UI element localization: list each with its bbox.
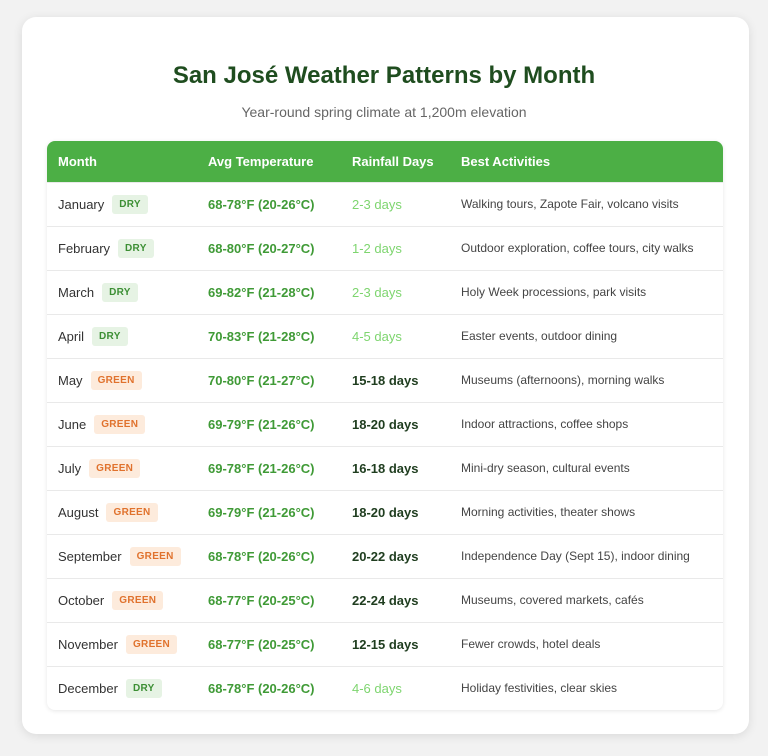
rainfall-days-cell: 18-20 days xyxy=(352,504,419,520)
header-best-activities: Best Activities xyxy=(461,153,551,169)
avg-temperature-cell: 68-78°F (20-26°C) xyxy=(208,680,315,696)
table-header: Month Avg Temperature Rainfall Days Best… xyxy=(47,141,723,182)
best-activities-cell: Independence Day (Sept 15), indoor dinin… xyxy=(461,549,690,563)
table-row: August GREEN 69-79°F (21-26°C) 18-20 days Mo… xyxy=(47,490,723,534)
rainfall-days-cell: 16-18 days xyxy=(352,460,419,476)
header-month: Month xyxy=(58,153,97,169)
rainfall-days-cell: 22-24 days xyxy=(352,592,419,608)
header-avg-temperature: Avg Temperature xyxy=(208,153,314,169)
best-activities-cell: Morning activities, theater shows xyxy=(461,505,636,519)
table-row: September GREEN 68-78°F (20-26°C) 20-22 day… xyxy=(47,534,723,578)
month-cell: June GREEN xyxy=(47,402,197,446)
best-activities-cell: Indoor attractions, coffee shops xyxy=(461,417,629,431)
page-title: San José Weather Patterns by Month xyxy=(172,62,596,89)
table-row: October GREEN 68-77°F (20-25°C) 22-24 days M… xyxy=(47,578,723,622)
month-cell: October GREEN xyxy=(47,578,197,622)
season-badge: GREEN xyxy=(90,370,142,390)
best-activities-cell: Easter events, outdoor dining xyxy=(461,329,618,343)
avg-temperature-cell: 69-79°F (21-26°C) xyxy=(208,416,315,432)
table-row: December DRY 68-78°F (20-26°C) 4-6 days Holi… xyxy=(47,666,723,710)
best-activities-cell: Museums (afternoons), morning walks xyxy=(461,373,665,387)
weather-table: Month Avg Temperature Rainfall Days Best… xyxy=(47,141,723,710)
month-name: February xyxy=(58,240,111,256)
month-name: March xyxy=(58,284,95,300)
month-cell: April DRY xyxy=(47,314,197,358)
table-body: January DRY 68-78°F (20-26°C) 2-3 days Walki… xyxy=(47,182,723,710)
month-cell: August GREEN xyxy=(47,490,197,534)
avg-temperature-cell: 68-77°F (20-25°C) xyxy=(208,592,315,608)
rainfall-days-cell: 12-15 days xyxy=(352,636,419,652)
best-activities-cell: Fewer crowds, hotel deals xyxy=(461,637,601,651)
season-badge: GREEN xyxy=(125,634,178,654)
best-activities-cell: Holiday festivities, clear skies xyxy=(461,681,618,696)
month-cell: December DRY xyxy=(47,666,197,710)
rainfall-days-cell: 1-2 days xyxy=(352,240,402,256)
best-activities-cell: Mini-dry season, cultural events xyxy=(461,461,630,475)
table-row: February DRY 68-80°F (20-27°C) 1-2 days Outd… xyxy=(47,226,723,270)
month-name: September xyxy=(58,548,122,564)
best-activities-cell: Outdoor exploration, coffee tours, city … xyxy=(461,241,694,255)
month-name: October xyxy=(58,592,105,608)
month-cell: February DRY xyxy=(47,226,197,270)
best-activities-cell: Holy Week processions, park visits xyxy=(461,285,647,299)
best-activities-cell: Museums, covered markets, cafés xyxy=(461,593,644,607)
header-row: Month Avg Temperature Rainfall Days Best… xyxy=(47,141,723,182)
season-badge: DRY xyxy=(125,678,162,698)
season-badge: GREEN xyxy=(89,458,141,478)
avg-temperature-cell: 68-80°F (20-27°C) xyxy=(208,240,315,256)
month-name: August xyxy=(58,504,99,520)
table-row: November GREEN 68-77°F (20-25°C) 12-15 days… xyxy=(47,622,723,666)
season-badge: DRY xyxy=(118,238,154,258)
page-subtitle: Year-round spring climate at 1,200m elev… xyxy=(241,104,527,120)
avg-temperature-cell: 68-78°F (20-26°C) xyxy=(208,196,315,212)
season-badge: GREEN xyxy=(94,414,146,434)
month-name: July xyxy=(58,460,82,476)
rainfall-days-cell: 20-22 days xyxy=(352,548,419,564)
month-cell: November GREEN xyxy=(47,622,197,666)
avg-temperature-cell: 69-82°F (21-28°C) xyxy=(208,284,315,300)
month-name: May xyxy=(58,372,83,388)
avg-temperature-cell: 69-79°F (21-26°C) xyxy=(208,504,315,520)
month-name: June xyxy=(58,416,87,432)
month-name: December xyxy=(58,680,118,696)
table-row: July GREEN 69-78°F (21-26°C) 16-18 days Mini… xyxy=(47,446,723,490)
avg-temperature-cell: 69-78°F (21-26°C) xyxy=(208,460,315,476)
season-badge: DRY xyxy=(102,282,138,302)
rainfall-days-cell: 15-18 days xyxy=(352,372,419,388)
season-badge: GREEN xyxy=(112,590,164,610)
best-activities-cell: Walking tours, Zapote Fair, volcano visi… xyxy=(461,197,679,211)
season-badge: GREEN xyxy=(106,502,158,522)
table-row: May GREEN 70-80°F (21-27°C) 15-18 days Museu… xyxy=(47,358,723,402)
season-badge: DRY xyxy=(92,326,128,346)
rainfall-days-cell: 18-20 days xyxy=(352,416,419,432)
month-cell: July GREEN xyxy=(47,446,197,490)
table-row: March DRY 69-82°F (21-28°C) 2-3 days Holy We… xyxy=(47,270,723,314)
season-badge: DRY xyxy=(112,194,148,214)
rainfall-days-cell: 2-3 days xyxy=(352,284,402,300)
rainfall-days-cell: 4-5 days xyxy=(352,328,402,344)
month-cell: May GREEN xyxy=(47,358,197,402)
month-cell: January DRY xyxy=(47,182,197,226)
avg-temperature-cell: 70-80°F (21-27°C) xyxy=(208,372,315,388)
season-badge: GREEN xyxy=(129,546,181,566)
month-cell: March DRY xyxy=(47,270,197,314)
table-row: January DRY 68-78°F (20-26°C) 2-3 days Walki… xyxy=(47,182,723,226)
month-cell: September GREEN xyxy=(47,534,197,578)
table-row: June GREEN 69-79°F (21-26°C) 18-20 days Indo… xyxy=(47,402,723,446)
avg-temperature-cell: 70-83°F (21-28°C) xyxy=(208,328,315,344)
rainfall-days-cell: 2-3 days xyxy=(352,196,402,212)
header-rainfall-days: Rainfall Days xyxy=(352,153,434,169)
weather-table-container: Month Avg Temperature Rainfall Days Best… xyxy=(47,141,723,710)
avg-temperature-cell: 68-78°F (20-26°C) xyxy=(208,548,315,564)
table-row: April DRY 70-83°F (21-28°C) 4-5 days Easter … xyxy=(47,314,723,358)
month-name: November xyxy=(58,636,118,652)
avg-temperature-cell: 68-77°F (20-25°C) xyxy=(208,636,315,652)
month-name: January xyxy=(58,196,105,212)
rainfall-days-cell: 4-6 days xyxy=(352,680,402,696)
month-name: April xyxy=(58,328,85,344)
